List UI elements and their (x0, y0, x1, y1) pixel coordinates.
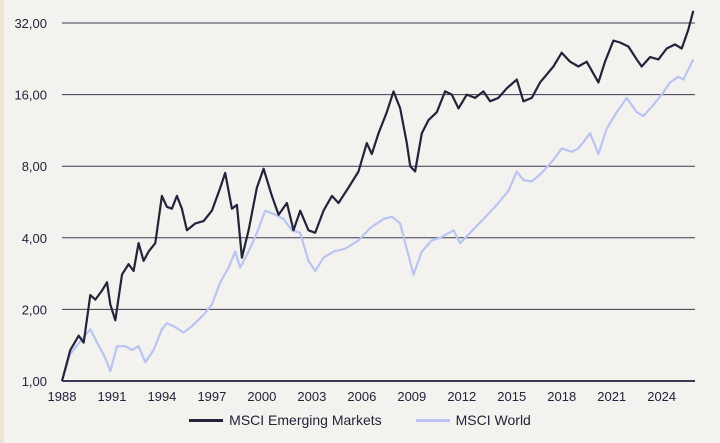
legend-swatch-world (415, 418, 450, 422)
x-tick-label: 2006 (347, 389, 376, 404)
line-chart: 1,00 2,00 4,00 8,00 16,00 32,00 1988 1991 1994 19… (14, 10, 695, 404)
legend: MSCI Emerging Markets MSCI World (0, 412, 720, 428)
x-tick-label: 1991 (98, 389, 127, 404)
series-line-msci-world (60, 58, 695, 382)
y-tick-label: 2,00 (22, 302, 47, 317)
legend-label-world: MSCI World (455, 412, 531, 428)
legend-item-world: MSCI World (415, 412, 531, 428)
y-tick-label: 16,00 (14, 88, 47, 103)
x-tick-label: 2012 (447, 389, 476, 404)
x-tick-label: 1988 (48, 389, 77, 404)
x-tick-label: 2021 (597, 389, 626, 404)
legend-item-em: MSCI Emerging Markets (189, 412, 382, 428)
y-tick-label: 32,00 (14, 16, 47, 31)
y-tick-label: 8,00 (22, 159, 47, 174)
x-tick-label: 2018 (547, 389, 576, 404)
x-tick-label: 1997 (197, 389, 226, 404)
series-line-msci-em (60, 10, 695, 382)
legend-label-em: MSCI Emerging Markets (229, 412, 382, 428)
left-edge-strip (0, 0, 4, 443)
y-tick-label: 4,00 (22, 231, 47, 246)
x-tick-label: 2024 (647, 389, 676, 404)
x-tick-label: 2000 (247, 389, 276, 404)
x-tick-label: 2009 (397, 389, 426, 404)
x-tick-label: 2003 (297, 389, 326, 404)
legend-swatch-em (189, 418, 224, 422)
y-tick-label: 1,00 (22, 374, 47, 389)
x-tick-label: 2015 (497, 389, 526, 404)
x-tick-label: 1994 (147, 389, 176, 404)
